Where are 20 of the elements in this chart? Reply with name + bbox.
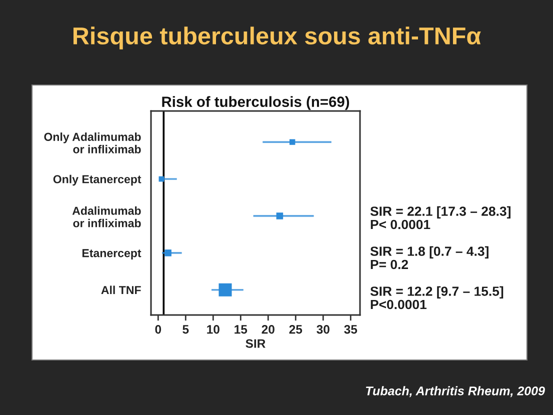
x-tick-label: 30 <box>316 325 330 334</box>
x-tick-label: 15 <box>234 325 248 334</box>
chart-title: Risque tuberculeux sous anti-TNFα <box>74 26 481 50</box>
x-tick-label: 10 <box>207 325 220 334</box>
chart-subtitle: Risk of tuberculosis (n=69) <box>162 96 350 110</box>
text: SIR = 22.1 [17.3 – 28.3] P< 0.0001 <box>370 206 510 230</box>
text: SIR = 12.2 [9.7 – 15.5] P<0.0001 <box>370 286 504 310</box>
x-tick-label: 0 <box>155 325 162 334</box>
x-tick-label: 25 <box>289 325 302 334</box>
y-tick-label: Adalimumab or infliximab <box>72 206 141 228</box>
x-tick-label: 5 <box>182 325 189 334</box>
x-tick-label: 20 <box>262 325 274 334</box>
text: SIR = 1.8 [0.7 – 4.3] P= 0.2 <box>370 246 488 270</box>
x-tick-label: 35 <box>344 325 358 334</box>
y-tick-label: Only Etanercept <box>53 174 142 186</box>
y-tick-label: Etanercept <box>82 249 142 260</box>
x-axis-title: SIR <box>246 339 266 348</box>
y-tick-label: All TNF <box>101 286 141 294</box>
text: Tubach, Arthritis Rheum, 2009 <box>366 386 545 398</box>
y-tick-label: Only Adalimumab or infliximab <box>44 132 141 154</box>
